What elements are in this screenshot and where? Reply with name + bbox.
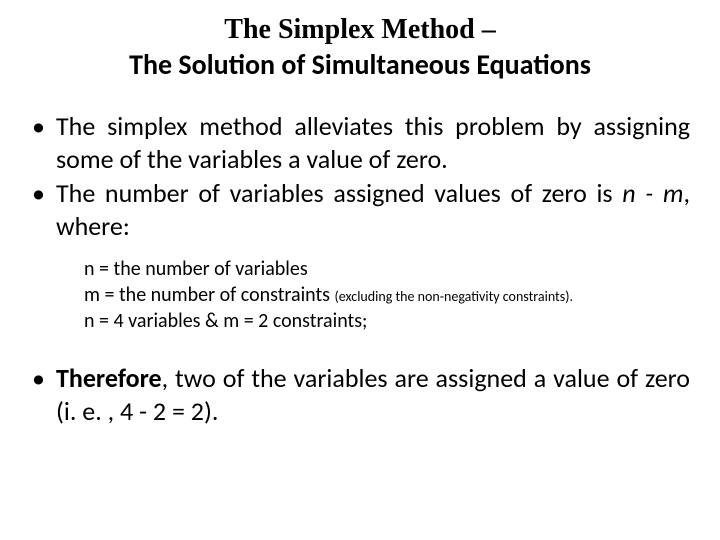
bullet-1-text: The simplex method alleviates this probl… [56, 110, 690, 175]
title-line-1: The Simplex Method – [30, 12, 690, 47]
sub-line-2-note: (excluding the non-negativity constraint… [335, 288, 573, 305]
bullet-3: Therefore, two of the variables are assi… [30, 362, 690, 427]
slide: The Simplex Method – The Solution of Sim… [0, 0, 720, 540]
bullet-2-pre: The number of variables assigned values … [56, 177, 622, 209]
sub-line-1: n = the number of variables [84, 256, 690, 282]
bullet-list: The simplex method alleviates this probl… [30, 110, 690, 242]
sub-line-2-main: m = the number of constraints [84, 283, 335, 307]
bullet-2-var: n - m [622, 177, 683, 209]
title-line-2: The Solution of Simultaneous Equations [30, 47, 690, 82]
sub-line-2: m = the number of constraints (excluding… [84, 282, 690, 308]
sub-block: n = the number of variables m = the numb… [84, 256, 690, 334]
bullet-list-2: Therefore, two of the variables are assi… [30, 362, 690, 427]
title-block: The Simplex Method – The Solution of Sim… [30, 12, 690, 82]
bullet-1: The simplex method alleviates this probl… [30, 110, 690, 175]
bullet-2: The number of variables assigned values … [30, 177, 690, 242]
sub-line-3: n = 4 variables & m = 2 constraints; [84, 308, 690, 334]
bullet-3-lead: Therefore [56, 362, 162, 394]
